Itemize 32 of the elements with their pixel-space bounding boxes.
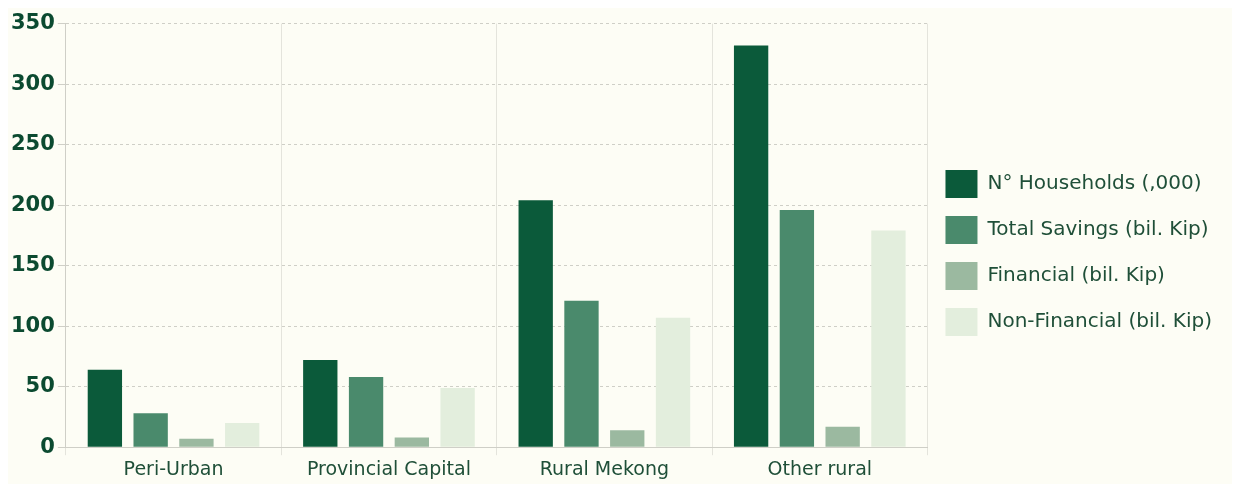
bar (610, 430, 645, 447)
legend-label: Non-Financial (bil. Kip) (987, 308, 1213, 333)
legend-label: N° Households (,000) (987, 170, 1202, 195)
bar (440, 387, 475, 447)
bar (133, 413, 168, 447)
bar (348, 377, 384, 447)
y-tick-label: 100 (10, 312, 55, 337)
bar (733, 45, 769, 447)
y-tick-label: 0 (40, 433, 55, 458)
bar (871, 230, 906, 447)
bar (87, 369, 123, 447)
bar (779, 209, 815, 447)
bar (303, 360, 338, 447)
x-tick-label: Peri-Urban (123, 456, 224, 479)
y-tick-label: 150 (10, 252, 55, 277)
bar (225, 422, 260, 447)
bar (394, 437, 430, 447)
y-tick-label: 250 (10, 131, 55, 156)
bar (518, 200, 553, 447)
y-tick-label: 50 (25, 373, 55, 398)
y-tick-label: 200 (10, 191, 55, 216)
legend-label: Total Savings (bil. Kip) (986, 216, 1209, 241)
y-tick-label: 300 (10, 70, 55, 95)
bar (655, 317, 691, 447)
x-tick-label: Other rural (767, 456, 873, 479)
bar (564, 300, 599, 447)
bar (179, 438, 214, 447)
bar (825, 426, 860, 447)
y-tick-label: 350 (10, 10, 55, 35)
legend-label: Financial (bil. Kip) (987, 262, 1165, 287)
x-tick-label: Provincial Capital (306, 456, 471, 479)
x-tick-label: Rural Mekong (539, 456, 670, 479)
